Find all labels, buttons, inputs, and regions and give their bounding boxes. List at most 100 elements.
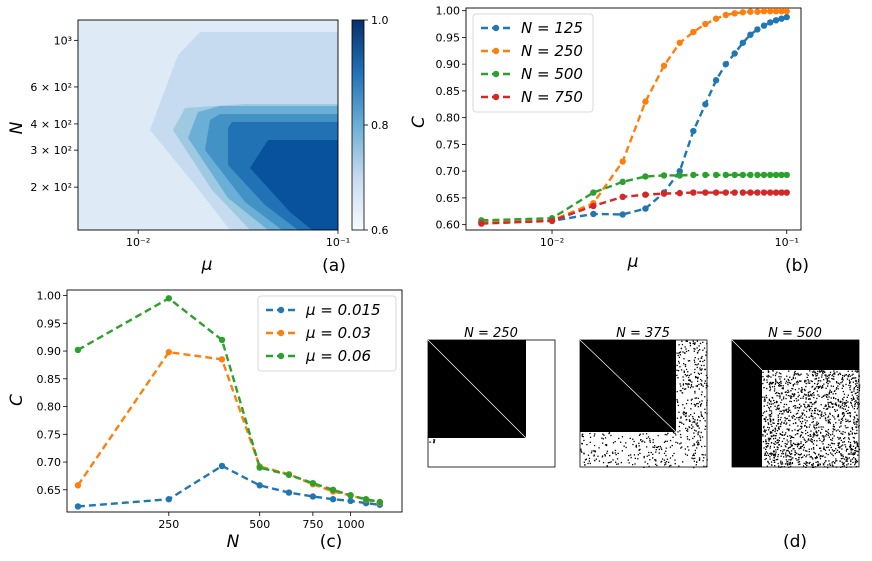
- noise-dot: [770, 454, 773, 456]
- data-point: [772, 17, 780, 24]
- noise-dot: [798, 407, 800, 409]
- noise-dot: [688, 379, 690, 381]
- noise-dot: [644, 441, 646, 443]
- noise-dot: [777, 448, 779, 451]
- noise-dot: [852, 461, 854, 464]
- noise-dot: [829, 418, 831, 421]
- noise-dot: [672, 436, 674, 438]
- noise-dot: [856, 429, 858, 432]
- noise-dot: [649, 459, 651, 461]
- noise-dot: [858, 386, 861, 388]
- noise-dot: [775, 425, 778, 427]
- panel-c: 250 500 750 1000 1.000.950.900.850.800.750.…: [7, 290, 403, 552]
- legend-frame: [257, 295, 397, 372]
- noise-dot: [778, 444, 780, 446]
- noise-dot: [775, 451, 777, 453]
- noise-dot: [694, 375, 697, 378]
- noise-dot: [687, 446, 689, 448]
- noise-dot: [627, 459, 629, 461]
- noise-dot: [840, 454, 842, 456]
- noise-dot: [697, 376, 699, 379]
- noise-dot: [850, 448, 852, 450]
- noise-dot: [795, 443, 797, 446]
- data-point: [619, 211, 626, 218]
- noise-dot: [813, 371, 815, 373]
- snapshot-diagonal: [731, 339, 763, 371]
- noise-dot: [767, 374, 769, 376]
- noise-dot: [702, 360, 704, 363]
- noise-dot: [810, 408, 812, 410]
- noise-dot: [849, 381, 851, 384]
- data-point: [619, 178, 626, 186]
- noise-dot: [609, 455, 611, 457]
- noise-dot: [774, 402, 776, 404]
- noise-dot: [854, 441, 856, 443]
- noise-dot: [589, 462, 591, 465]
- noise-dot: [602, 438, 604, 440]
- noise-dot: [701, 368, 703, 370]
- noise-dot: [831, 415, 834, 417]
- noise-dot: [817, 414, 820, 416]
- x-tick-label: 10⁻¹: [775, 236, 799, 249]
- noise-dot: [856, 445, 858, 447]
- noise-dot: [787, 384, 789, 386]
- noise-dot: [696, 425, 699, 427]
- series-line: [481, 15, 788, 224]
- noise-dot: [769, 388, 772, 390]
- noise-dot: [769, 447, 771, 449]
- noise-dot: [687, 374, 689, 376]
- noise-dot: [842, 390, 844, 393]
- noise-dot: [696, 352, 699, 354]
- noise-dot: [699, 435, 701, 437]
- noise-dot: [785, 423, 787, 425]
- noise-dot: [691, 457, 693, 459]
- noise-dot: [798, 459, 800, 461]
- noise-dot: [837, 415, 839, 417]
- legend-marker: [492, 70, 500, 78]
- noise-dot: [856, 424, 858, 426]
- noise-dot: [686, 436, 688, 438]
- y-tick-label: 0.60: [436, 219, 461, 232]
- noise-dot: [796, 452, 798, 454]
- noise-dot: [696, 424, 698, 426]
- noise-dot: [794, 434, 797, 436]
- noise-dot: [685, 350, 688, 353]
- data-point: [778, 189, 785, 196]
- noise-dot: [791, 396, 793, 398]
- noise-dot: [852, 449, 854, 451]
- y-ticks: 1.000.950.900.850.800.750.700.650.60: [436, 5, 466, 232]
- noise-dot: [768, 440, 770, 442]
- noise-dot: [830, 401, 832, 403]
- noise-dot: [814, 387, 817, 389]
- noise-dot: [852, 436, 854, 439]
- noise-dot: [813, 424, 815, 426]
- noise-dot: [770, 410, 773, 412]
- noise-dot: [655, 460, 657, 462]
- y-tick-label: 0.85: [37, 373, 62, 386]
- noise-dot: [856, 461, 858, 463]
- noise-dot: [788, 462, 790, 464]
- noise-dot: [848, 379, 851, 381]
- y-tick-label: 0.95: [436, 31, 461, 44]
- noise-dot: [839, 400, 841, 402]
- noise-dot: [677, 377, 679, 379]
- noise-dot: [857, 401, 859, 404]
- noise-dot: [847, 376, 849, 378]
- noise-dot: [648, 454, 650, 456]
- noise-dot: [770, 423, 772, 426]
- noise-dot: [679, 433, 682, 436]
- noise-dot: [805, 385, 807, 388]
- noise-dot: [762, 412, 764, 414]
- noise-dot: [805, 450, 807, 452]
- noise-dot: [807, 392, 809, 394]
- noise-dot: [845, 399, 848, 402]
- noise-dot: [634, 457, 636, 460]
- x-axis-label: μ: [201, 255, 213, 275]
- noise-dot: [703, 417, 705, 419]
- noise-dot: [696, 422, 698, 424]
- noise-dot: [625, 442, 627, 444]
- noise-dot: [778, 404, 780, 406]
- noise-dot: [767, 443, 770, 445]
- noise-dot: [787, 411, 790, 413]
- noise-dot: [693, 342, 695, 344]
